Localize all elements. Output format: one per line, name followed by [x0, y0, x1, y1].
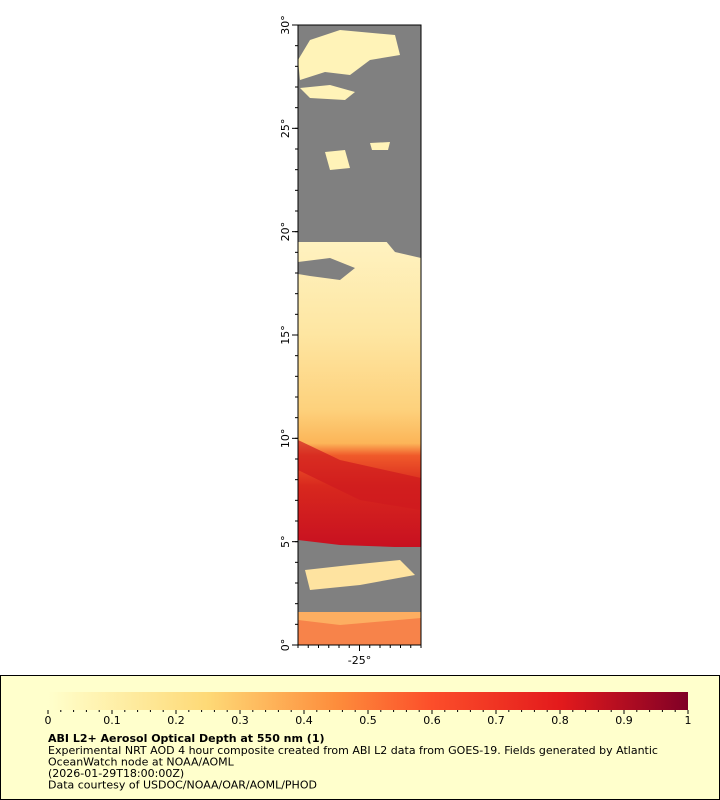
colorbar-tick-label: 1: [685, 714, 692, 727]
lat-tick-label: 30°: [279, 15, 292, 35]
legend-title: ABI L2+ Aerosol Optical Depth at 550 nm …: [48, 732, 325, 745]
legend-line: Data courtesy of USDOC/NOAA/OAR/AOML/PHO…: [48, 779, 317, 792]
legend-line: OceanWatch node at NOAA/AOML: [48, 756, 235, 769]
colorbar-tick-label: 0.9: [615, 714, 633, 727]
colorbar-tick-label: 0.7: [487, 714, 505, 727]
colorbar-tick-label: 0.2: [167, 714, 185, 727]
colorbar-tick-label: 0.6: [423, 714, 441, 727]
colorbar-tick-label: 0.4: [295, 714, 313, 727]
lat-tick-label: 25°: [279, 119, 292, 139]
colorbar-tick-label: 0: [45, 714, 52, 727]
lat-tick-label: 15°: [279, 325, 292, 345]
legend-lines: Experimental NRT AOD 4 hour composite cr…: [48, 744, 658, 792]
legend-line: Experimental NRT AOD 4 hour composite cr…: [48, 744, 658, 757]
colorbar-tick-label: 0.8: [551, 714, 569, 727]
aod-map: [298, 25, 421, 645]
legend-line: (2026-01-29T18:00:00Z): [48, 767, 184, 780]
lat-tick-label: 10°: [279, 429, 292, 449]
colorbar-tick-label: 0.3: [231, 714, 249, 727]
color-bar: [48, 692, 688, 710]
colorbar-tick-label: 0.5: [359, 714, 377, 727]
lon-tick-label: -25°: [348, 654, 371, 667]
lat-tick-label: 20°: [279, 222, 292, 242]
colorbar-tick-label: 0.1: [103, 714, 121, 727]
axes: 0° 5° 10° 15° 20° 25° 30° -25°: [279, 15, 422, 667]
lat-tick-label: 0°: [279, 639, 292, 652]
lat-tick-label: 5°: [279, 535, 292, 548]
